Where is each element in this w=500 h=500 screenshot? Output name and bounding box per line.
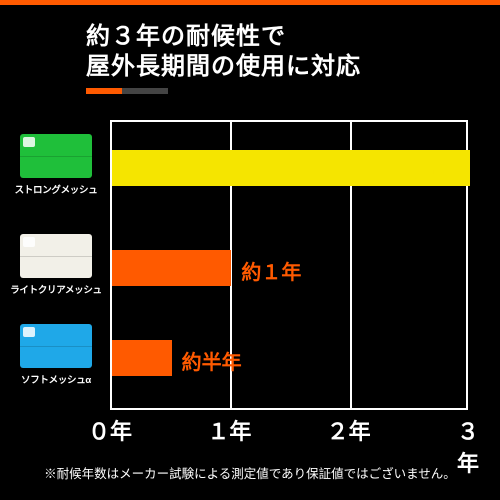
underline-segment xyxy=(86,88,122,94)
title-line-2: 屋外長期間の使用に対応 xyxy=(86,52,361,82)
title-line-1: 約３年の耐候性で xyxy=(86,22,361,52)
bar xyxy=(112,340,172,376)
product-swatch xyxy=(20,324,92,368)
bar-label: 約１年 xyxy=(241,256,301,285)
product-item: ストロングメッシュ xyxy=(6,134,106,196)
product-item: ソフトメッシュα xyxy=(6,324,106,386)
footnote: ※耐候年数はメーカー試験による測定値であり保証値ではございません。 xyxy=(0,463,500,482)
product-name: ソフトメッシュα xyxy=(6,372,106,386)
bar-label: 約３年 xyxy=(390,156,450,185)
x-tick-label: １年 xyxy=(207,414,251,446)
chart-area: 約３年約１年約半年 xyxy=(110,120,468,410)
x-tick-label: ０年 xyxy=(88,414,132,446)
title-block: 約３年の耐候性で 屋外長期間の使用に対応 xyxy=(86,22,361,94)
product-name: ライトクリアメッシュ xyxy=(6,282,106,296)
bar xyxy=(112,250,231,286)
product-swatch xyxy=(20,234,92,278)
accent-bar xyxy=(0,0,500,5)
underline-segment xyxy=(122,88,168,94)
product-swatch xyxy=(20,134,92,178)
product-name: ストロングメッシュ xyxy=(6,182,106,196)
title-underline xyxy=(86,88,361,94)
x-tick-label: ２年 xyxy=(327,414,371,446)
product-item: ライトクリアメッシュ xyxy=(6,234,106,296)
bar-label: 約半年 xyxy=(182,346,242,375)
